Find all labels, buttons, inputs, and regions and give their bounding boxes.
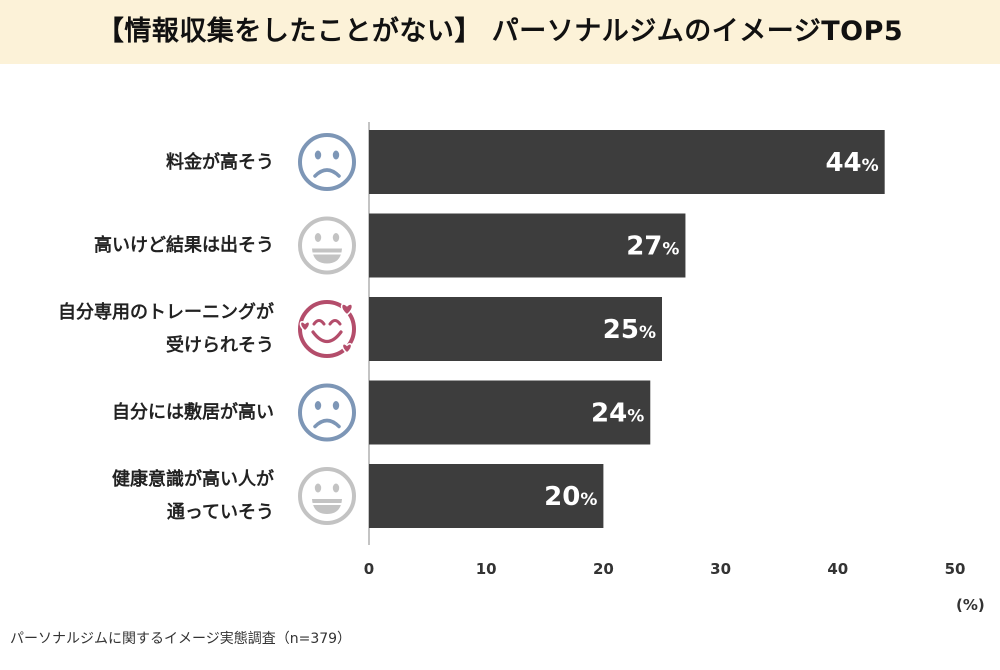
- category-label-line: 通っていそう: [166, 502, 274, 523]
- category-label: 高いけど結果は出そう: [0, 229, 274, 262]
- category-label-line: 自分専用のトレーニングが: [58, 302, 274, 323]
- category-label: 料金が高そう: [0, 146, 274, 179]
- bar-value-unit: %: [580, 490, 597, 510]
- bar-value-label: 25%: [603, 315, 656, 345]
- category-label: 自分専用のトレーニングが受けられそう: [0, 296, 274, 362]
- bar-value-label: 27%: [626, 232, 679, 262]
- bar-value-number: 20: [544, 482, 580, 512]
- category-label: 健康意識が高い人が通っていそう: [0, 463, 274, 529]
- bar-value-label: 20%: [544, 482, 597, 512]
- x-axis-unit: (%): [956, 596, 985, 614]
- x-tick-label: 50: [945, 560, 966, 578]
- bar: [369, 297, 662, 361]
- x-tick-label: 10: [476, 560, 497, 578]
- bar-value-label: 24%: [591, 399, 644, 429]
- sad-face-icon: [298, 383, 356, 442]
- bar-value-unit: %: [639, 323, 656, 343]
- bar-value-number: 24: [591, 399, 627, 429]
- x-tick-label: 0: [364, 560, 374, 578]
- bar-value-number: 25: [603, 315, 639, 345]
- category-label-line: 健康意識が高い人が: [112, 469, 274, 490]
- title-banner: [0, 0, 1000, 64]
- heart-eyes-smile-icon: [298, 300, 356, 358]
- x-tick-label: 30: [710, 560, 731, 578]
- bar-value-label: 44%: [825, 148, 878, 178]
- bar: [369, 464, 604, 528]
- source-note: パーソナルジムに関するイメージ実態調査（n=379）: [10, 631, 352, 647]
- sad-face-icon: [298, 133, 356, 191]
- bar: [369, 213, 686, 278]
- grin-face-icon: [298, 467, 356, 525]
- category-label-line: 受けられそう: [166, 335, 274, 356]
- category-label-line: 自分には敷居が高い: [112, 402, 274, 423]
- category-label-line: 高いけど結果は出そう: [94, 235, 274, 256]
- category-label: 自分には敷居が高い: [0, 396, 274, 429]
- chart-title: 【情報収集をしたことがない】 パーソナルジムのイメージTOP5: [96, 16, 904, 47]
- bar-value-unit: %: [627, 407, 644, 427]
- bar: [369, 380, 651, 445]
- bar-value-number: 27: [626, 232, 662, 262]
- category-label-line: 料金が高そう: [166, 151, 274, 173]
- x-tick-label: 20: [593, 560, 614, 578]
- bar-value-unit: %: [662, 240, 679, 260]
- x-tick-label: 40: [827, 560, 848, 578]
- bar-value-number: 44: [825, 148, 861, 178]
- grin-face-icon: [298, 216, 356, 275]
- bar-value-unit: %: [862, 156, 879, 176]
- bar: [369, 130, 885, 194]
